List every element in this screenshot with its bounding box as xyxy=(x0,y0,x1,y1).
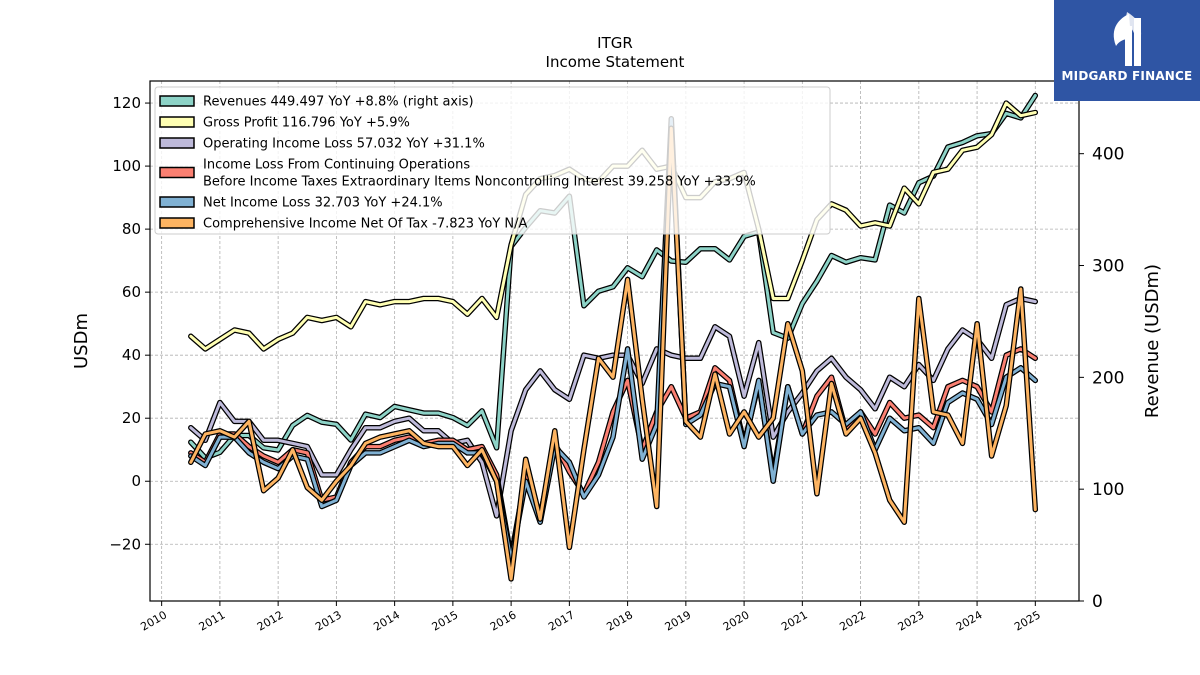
left-axis: −20 0 20 40 60 80 100 120 xyxy=(109,94,150,553)
legend-label: Revenues 449.497 YoY +8.8% (right axis) xyxy=(203,95,474,110)
legend-swatch xyxy=(159,116,195,128)
x-tick-label: 2016 xyxy=(488,608,519,633)
y-tick-label: 80 xyxy=(122,220,141,238)
midgard-finance-logo: MIDGARD FINANCE xyxy=(1054,0,1200,101)
x-tick-label: 2024 xyxy=(954,608,985,633)
x-tick-label: 2013 xyxy=(313,608,344,633)
legend-label: Gross Profit 116.796 YoY +5.9% xyxy=(203,116,410,131)
x-tick-label: 2022 xyxy=(837,608,868,633)
legend-swatch xyxy=(159,95,195,107)
y-right-tick-label: 400 xyxy=(1092,145,1124,165)
legend-swatch xyxy=(159,196,195,208)
y-right-tick-label: 0 xyxy=(1092,592,1103,612)
series-3 xyxy=(188,295,1039,519)
y-right-tick-label: 200 xyxy=(1092,368,1124,388)
series-line xyxy=(189,117,1037,562)
x-tick-label: 2017 xyxy=(546,608,577,633)
x-tick-label: 2019 xyxy=(663,608,694,633)
series-lines xyxy=(188,92,1039,582)
legend-swatch xyxy=(159,217,195,229)
y-tick-label: 120 xyxy=(112,94,141,112)
legend-label: Before Income Taxes Extraordinary Items … xyxy=(203,175,756,190)
x-tick-label: 2021 xyxy=(779,608,810,633)
chart-title: ITGR xyxy=(597,34,633,52)
y-axis-label: USDm xyxy=(71,313,92,369)
x-tick-label: 2023 xyxy=(896,608,927,633)
chart-subtitle: Income Statement xyxy=(546,53,685,71)
right-axis: 0 100 200 300 400 xyxy=(1079,145,1124,612)
x-tick-label: 2010 xyxy=(138,608,169,633)
x-tick-label: 2015 xyxy=(430,608,461,633)
x-axis: 2010 2011 2012 2013 2014 2015 2016 2017 2018 2019… xyxy=(138,601,1043,634)
logo-text: MIDGARD FINANCE xyxy=(1061,69,1193,83)
midgard-logo-icon xyxy=(1113,12,1142,66)
y-tick-label: 20 xyxy=(122,409,141,427)
y-tick-label: 40 xyxy=(122,346,141,364)
legend-label: Comprehensive Income Net Of Tax -7.823 Y… xyxy=(203,217,528,232)
legend: Revenues 449.497 YoY +8.8% (right axis) G… xyxy=(154,86,831,235)
y-tick-label: 0 xyxy=(131,472,141,490)
series-line xyxy=(189,126,1037,581)
x-tick-label: 2025 xyxy=(1012,608,1043,633)
series-6 xyxy=(188,125,1039,582)
legend-label: Net Income Loss 32.703 YoY +24.1% xyxy=(203,196,443,211)
legend-box xyxy=(154,86,831,235)
x-tick-label: 2014 xyxy=(371,608,402,633)
x-tick-label: 2012 xyxy=(255,608,286,633)
x-tick-label: 2011 xyxy=(197,608,228,633)
y-tick-label: 100 xyxy=(112,157,141,175)
x-tick-label: 2018 xyxy=(604,608,635,633)
y-tick-label: −20 xyxy=(109,535,141,553)
legend-label: Income Loss From Continuing Operations xyxy=(203,158,470,173)
y-right-tick-label: 300 xyxy=(1092,257,1124,277)
series-line xyxy=(189,347,1037,559)
series-5 xyxy=(188,116,1039,563)
series-4 xyxy=(188,346,1039,560)
y-axis-label-right: Revenue (USDm) xyxy=(1142,264,1163,418)
y-right-tick-label: 100 xyxy=(1092,480,1124,500)
x-tick-label: 2020 xyxy=(721,608,752,633)
legend-swatch xyxy=(159,166,195,179)
legend-label: Operating Income Loss 57.032 YoY +31.1% xyxy=(203,137,485,152)
legend-swatch xyxy=(159,137,195,149)
plot-frame xyxy=(149,80,1080,602)
y-tick-label: 60 xyxy=(122,283,141,301)
series-line xyxy=(189,297,1037,518)
